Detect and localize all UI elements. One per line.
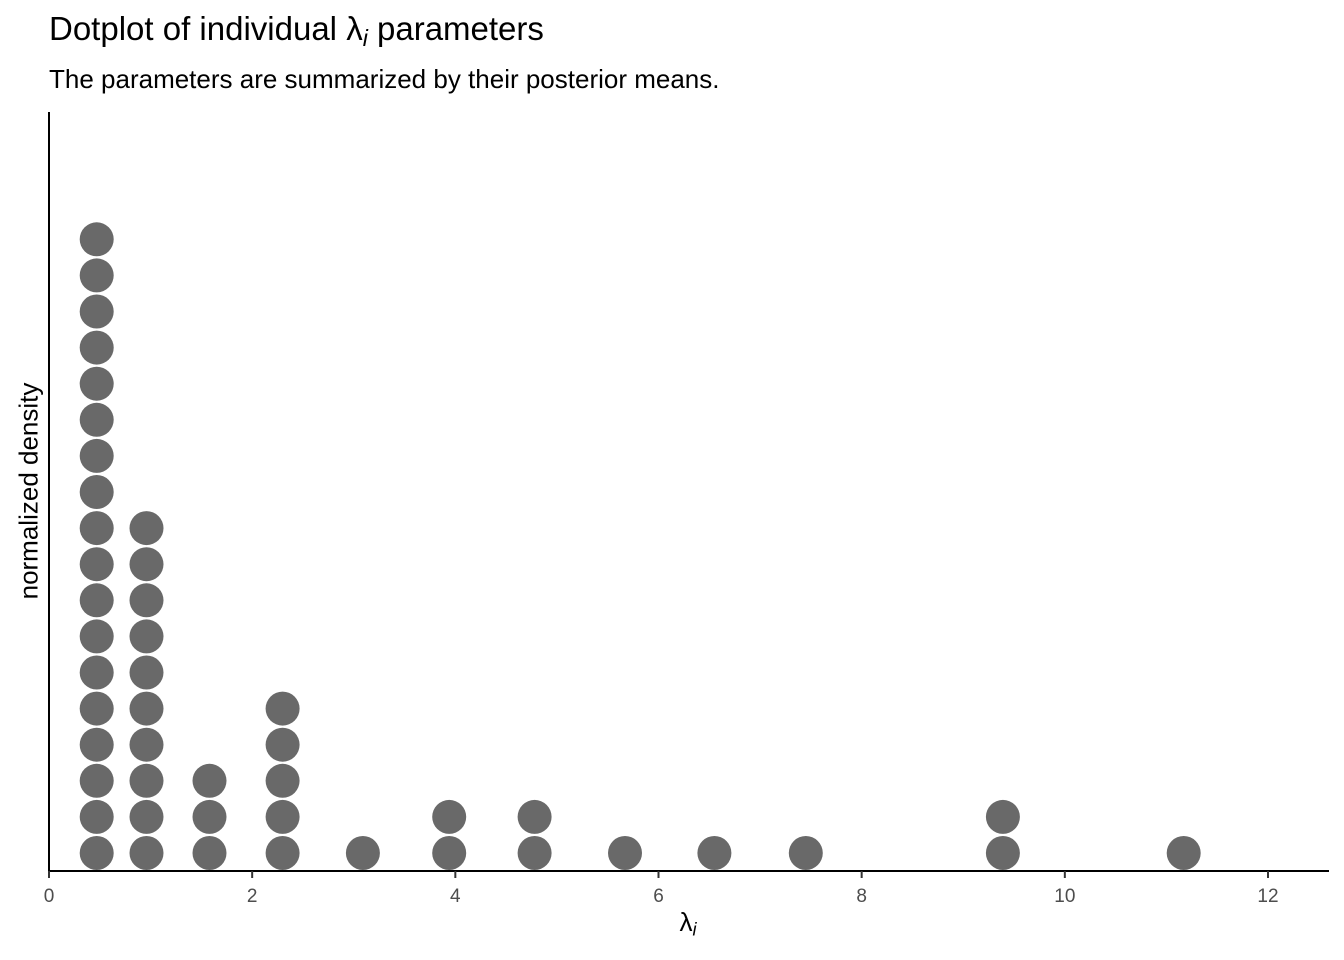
dot-point (265, 836, 300, 870)
dot-point (79, 366, 114, 401)
dot-point (1166, 836, 1201, 870)
dot-point (192, 836, 227, 870)
dot-point (265, 799, 300, 834)
dot-point (129, 655, 164, 690)
dot-point (129, 763, 164, 798)
dot-point (79, 836, 114, 870)
x-axis-ticks: 0 2 4 6 8 10 12 (44, 871, 1279, 907)
dot-point (79, 547, 114, 582)
dot-point (129, 619, 164, 654)
x-tick-label: 6 (653, 886, 664, 907)
dot-point (129, 583, 164, 618)
dot-point (79, 655, 114, 690)
x-tick-label: 10 (1054, 886, 1075, 907)
dot-point (79, 763, 114, 798)
title-text: Dotplot of individual (49, 10, 347, 47)
x-tick-label: 12 (1257, 886, 1278, 907)
title-subscript: i (362, 24, 368, 51)
dot-stacks (79, 222, 1201, 870)
dot-point (79, 583, 114, 618)
dot-point (79, 475, 114, 509)
dot-point (129, 547, 164, 582)
dot-point (79, 330, 114, 365)
x-axis-label: λi (679, 907, 696, 941)
dot-point (345, 836, 380, 870)
dot-point (79, 691, 114, 726)
dot-point (79, 727, 114, 762)
dot-point (432, 799, 467, 834)
dot-point (79, 222, 114, 257)
x-tick-label: 4 (450, 886, 461, 907)
title-symbol: λ (346, 10, 363, 47)
dot-point (517, 799, 552, 834)
dot-point (129, 836, 164, 870)
dot-point (265, 727, 300, 762)
dot-point (265, 691, 300, 726)
title-text-suffix: parameters (367, 10, 544, 47)
dot-point (265, 763, 300, 798)
dot-point (79, 511, 114, 546)
dot-point (192, 799, 227, 834)
x-tick-label: 0 (44, 886, 55, 907)
dot-point (79, 402, 114, 437)
dot-point (79, 294, 114, 329)
dot-point (985, 836, 1020, 870)
x-tick-label: 2 (247, 886, 258, 907)
x-axis-subscript: i (692, 919, 697, 940)
x-axis-symbol: λ (679, 907, 693, 937)
dot-point (129, 727, 164, 762)
dot-point (608, 836, 642, 870)
x-tick-label: 8 (856, 886, 867, 907)
dot-point (192, 763, 227, 798)
dot-point (79, 619, 114, 654)
dot-point (517, 836, 552, 870)
dot-point (129, 799, 164, 834)
dot-point (129, 691, 164, 726)
dot-point (432, 836, 467, 870)
dot-point (79, 438, 114, 473)
chart-subtitle: The parameters are summarized by their p… (49, 64, 720, 94)
chart-title: Dotplot of individual λi parameters (49, 10, 544, 52)
dot-point (129, 511, 164, 546)
dot-point (79, 258, 114, 293)
dot-point (788, 836, 823, 870)
dot-point (985, 799, 1020, 834)
dot-point (697, 836, 732, 870)
dot-point (79, 799, 114, 834)
